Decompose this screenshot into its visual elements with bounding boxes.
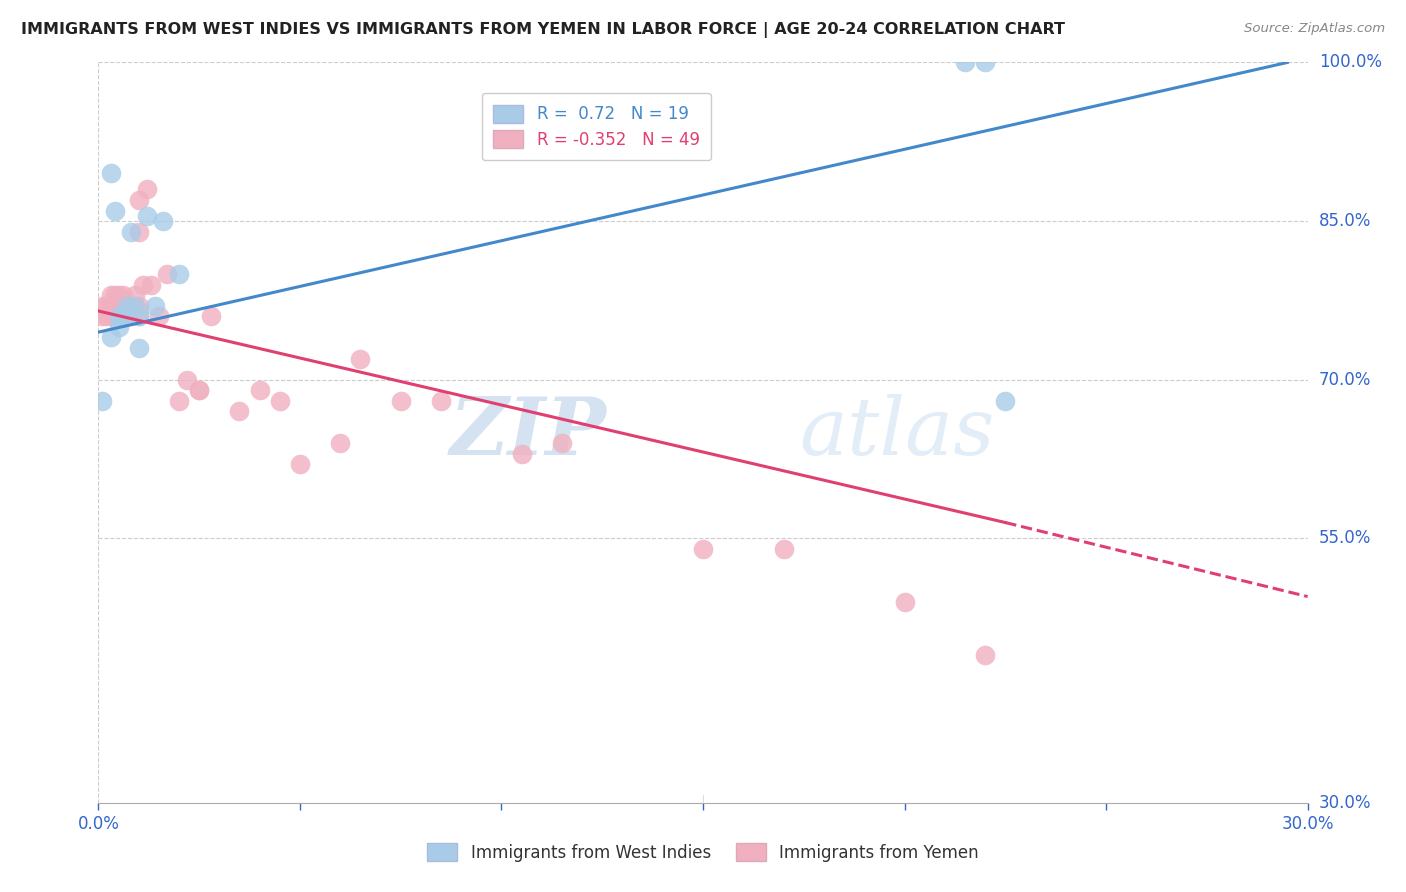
Point: [124, 299, 146, 313]
Point: [100, 299, 122, 313]
Point: [115, 299, 138, 313]
Point: [329, 436, 352, 450]
Point: [103, 299, 125, 313]
Text: 30.0%: 30.0%: [1319, 794, 1371, 812]
Point: [111, 288, 134, 302]
Point: [115, 310, 138, 324]
Point: [132, 277, 155, 292]
Point: [188, 384, 211, 398]
Point: [128, 310, 150, 324]
Point: [228, 404, 250, 418]
Point: [152, 214, 174, 228]
Point: [135, 209, 157, 223]
Text: 85.0%: 85.0%: [1319, 212, 1371, 230]
Point: [430, 393, 453, 408]
Point: [91, 299, 114, 313]
Point: [111, 299, 134, 313]
Point: [692, 541, 714, 556]
Point: [389, 393, 412, 408]
Point: [124, 288, 146, 302]
Point: [156, 267, 179, 281]
Point: [103, 288, 125, 302]
Point: [100, 310, 122, 324]
Point: [772, 541, 794, 556]
Point: [128, 341, 150, 355]
Point: [120, 225, 142, 239]
Point: [953, 55, 976, 70]
Point: [148, 310, 170, 324]
Point: [128, 193, 150, 207]
Text: 100.0%: 100.0%: [1319, 54, 1382, 71]
Point: [269, 393, 291, 408]
Point: [107, 288, 129, 302]
Point: [994, 393, 1017, 408]
Point: [167, 393, 190, 408]
Point: [100, 330, 122, 344]
Text: Source: ZipAtlas.com: Source: ZipAtlas.com: [1244, 22, 1385, 36]
Text: 70.0%: 70.0%: [1319, 371, 1371, 389]
Point: [249, 384, 271, 398]
Point: [128, 225, 150, 239]
Text: ZIP: ZIP: [450, 394, 606, 471]
Point: [974, 648, 997, 662]
Point: [115, 299, 138, 313]
Point: [91, 310, 114, 324]
Point: [103, 203, 125, 218]
Point: [111, 310, 134, 324]
Point: [96, 310, 118, 324]
Point: [176, 373, 198, 387]
Point: [288, 458, 311, 472]
Point: [120, 310, 142, 324]
Point: [91, 393, 114, 408]
Point: [100, 166, 122, 180]
Point: [107, 310, 129, 324]
Point: [107, 310, 129, 324]
Point: [139, 277, 162, 292]
Point: [510, 447, 533, 461]
Point: [128, 299, 150, 313]
Point: [111, 310, 134, 324]
Point: [124, 299, 146, 313]
Point: [135, 182, 157, 196]
Point: [551, 436, 574, 450]
Text: atlas: atlas: [800, 394, 995, 471]
Point: [188, 384, 211, 398]
Point: [974, 55, 997, 70]
Text: IMMIGRANTS FROM WEST INDIES VS IMMIGRANTS FROM YEMEN IN LABOR FORCE | AGE 20-24 : IMMIGRANTS FROM WEST INDIES VS IMMIGRANT…: [21, 22, 1066, 38]
Text: 55.0%: 55.0%: [1319, 529, 1371, 548]
Legend: Immigrants from West Indies, Immigrants from Yemen: Immigrants from West Indies, Immigrants …: [420, 837, 986, 869]
Point: [96, 299, 118, 313]
Point: [349, 351, 371, 366]
Point: [128, 310, 150, 324]
Point: [200, 310, 222, 324]
Point: [167, 267, 190, 281]
Point: [893, 595, 915, 609]
Point: [120, 299, 142, 313]
Point: [143, 299, 166, 313]
Point: [103, 310, 125, 324]
Point: [107, 319, 129, 334]
Point: [100, 288, 122, 302]
